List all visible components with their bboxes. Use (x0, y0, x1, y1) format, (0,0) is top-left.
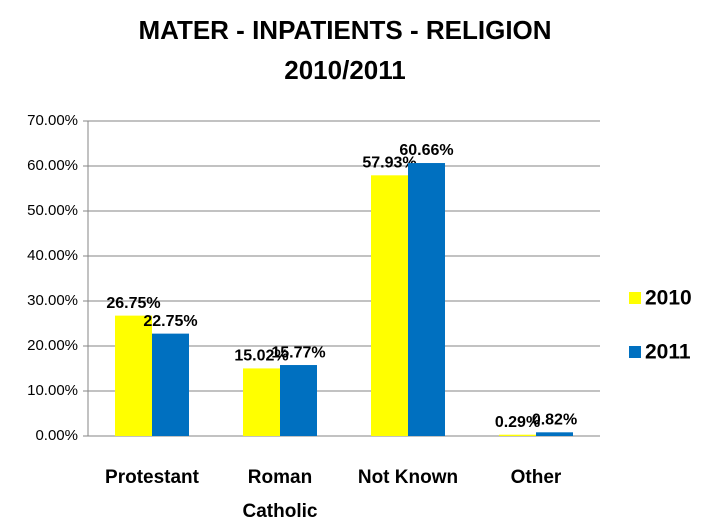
bar (280, 365, 317, 436)
x-tick-label: Protestant (105, 467, 200, 488)
y-tick-label: 50.00% (27, 202, 78, 219)
value-label: 0.82% (532, 412, 577, 429)
value-label: 15.77% (271, 344, 325, 361)
bar (115, 315, 152, 436)
value-label: 26.75% (106, 295, 160, 312)
bar (536, 432, 573, 436)
bar (243, 368, 280, 436)
legend-swatch (629, 346, 641, 358)
x-tick-label: Not Known (358, 467, 458, 488)
chart-title: MATER - INPATIENTS - RELIGION (138, 15, 551, 45)
y-tick-label: 10.00% (27, 382, 78, 399)
x-tick-label: Roman Catholic (243, 467, 318, 522)
value-label: 0.29% (495, 414, 540, 431)
bar (371, 175, 408, 436)
value-label: 60.66% (399, 142, 453, 159)
bar (499, 434, 536, 436)
legend-label: 2011 (645, 341, 691, 364)
y-tick-label: 70.00% (27, 112, 78, 129)
x-tick-label: Other (511, 467, 562, 488)
legend-label: 2010 (645, 287, 692, 310)
value-label: 57.93% (362, 155, 416, 172)
legend-swatch (629, 292, 641, 304)
bar (152, 333, 189, 436)
y-tick-label: 60.00% (27, 157, 78, 174)
y-tick-label: 40.00% (27, 247, 78, 264)
y-tick-label: 20.00% (27, 337, 78, 354)
bar (408, 163, 445, 436)
value-label: 22.75% (143, 313, 197, 330)
chart-title: 2010/2011 (284, 55, 405, 85)
y-tick-label: 30.00% (27, 292, 78, 309)
value-label: 15.02% (234, 348, 288, 365)
y-tick-label: 0.00% (35, 427, 78, 444)
